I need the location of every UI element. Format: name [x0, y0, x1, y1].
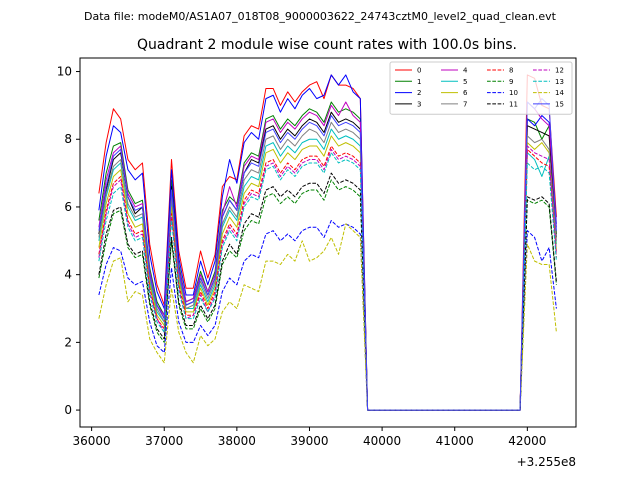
- legend-label-4: 4: [463, 67, 468, 75]
- chart-suptitle: Data file: modeM0/AS1A07_018T08_90000036…: [84, 10, 557, 23]
- series-line-11: [98, 172, 557, 411]
- y-tick-label: 4: [64, 268, 72, 282]
- legend-label-8: 8: [509, 67, 513, 75]
- y-tick-label: 2: [64, 335, 72, 349]
- legend-label-13: 13: [555, 78, 564, 86]
- series-line-8: [98, 145, 557, 411]
- y-tick-label: 0: [64, 403, 72, 417]
- legend-label-5: 5: [463, 78, 467, 86]
- legend-label-6: 6: [463, 89, 468, 97]
- plot-frame: [79, 57, 577, 428]
- legend-label-11: 11: [509, 100, 518, 108]
- x-tick-label: 40000: [363, 434, 401, 448]
- legend-label-10: 10: [509, 89, 518, 97]
- x-tick-label: 39000: [290, 434, 328, 448]
- x-tick-label: 42000: [508, 434, 546, 448]
- y-tick-label: 10: [57, 65, 72, 79]
- series-line-10: [98, 220, 557, 411]
- series-layer: [98, 74, 557, 411]
- legend-label-15: 15: [555, 100, 564, 108]
- series-line-13: [98, 152, 557, 411]
- series-line-14: [98, 223, 557, 411]
- x-tick-label: 36000: [73, 434, 111, 448]
- legend-label-3: 3: [417, 100, 421, 108]
- x-axis: 36000 37000 38000 39000 40000 41000 42000: [73, 427, 546, 448]
- y-tick-label: 6: [64, 200, 72, 214]
- legend-label-9: 9: [509, 78, 513, 86]
- series-line-15: [98, 98, 557, 411]
- x-tick-label: 38000: [218, 434, 256, 448]
- series-line-12: [98, 145, 557, 411]
- legend-label-1: 1: [417, 78, 421, 86]
- chart-title: Quadrant 2 module wise count rates with …: [137, 37, 517, 53]
- legend-box: [389, 61, 573, 115]
- legend-label-0: 0: [417, 67, 421, 75]
- legend-label-12: 12: [555, 67, 564, 75]
- x-offset-label: +3.255e8: [517, 455, 576, 469]
- x-tick-label: 37000: [145, 434, 183, 448]
- x-tick-label: 41000: [436, 434, 474, 448]
- y-axis: 0 2 4 6 8 10: [57, 65, 80, 417]
- legend-label-2: 2: [417, 89, 421, 97]
- y-tick-label: 8: [64, 132, 72, 146]
- legend-label-14: 14: [555, 89, 564, 97]
- legend-label-7: 7: [463, 100, 467, 108]
